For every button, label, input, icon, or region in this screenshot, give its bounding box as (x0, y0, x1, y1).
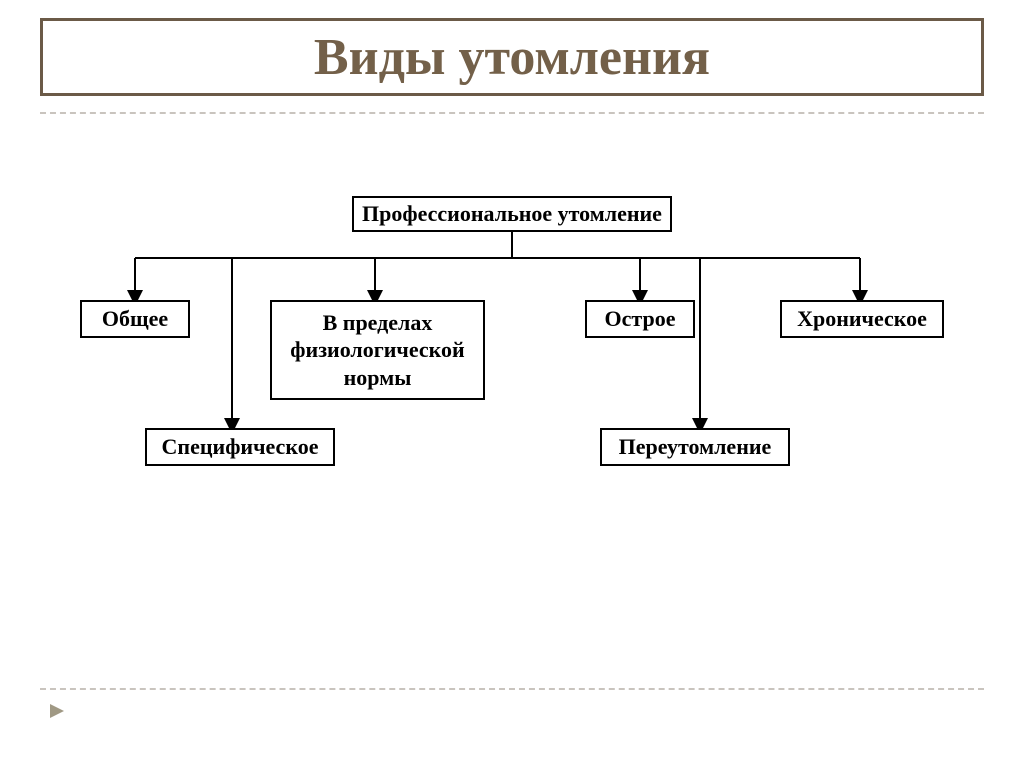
dashed-rule-0 (40, 112, 984, 114)
node-n2: В пределах физиологической нормы (270, 300, 485, 400)
page-title: Виды утомления (314, 28, 710, 87)
node-root: Профессиональное утомление (352, 196, 672, 232)
slide: Виды утомления Профессиональное утомлени… (0, 0, 1024, 768)
node-n5: Специфическое (145, 428, 335, 466)
node-n3: Острое (585, 300, 695, 338)
dashed-rule-1 (40, 688, 984, 690)
bullet-icon (50, 704, 64, 718)
title-container: Виды утомления (40, 18, 984, 96)
node-n1: Общее (80, 300, 190, 338)
node-n6: Переутомление (600, 428, 790, 466)
diagram-connectors (0, 0, 1024, 768)
node-n4: Хроническое (780, 300, 944, 338)
